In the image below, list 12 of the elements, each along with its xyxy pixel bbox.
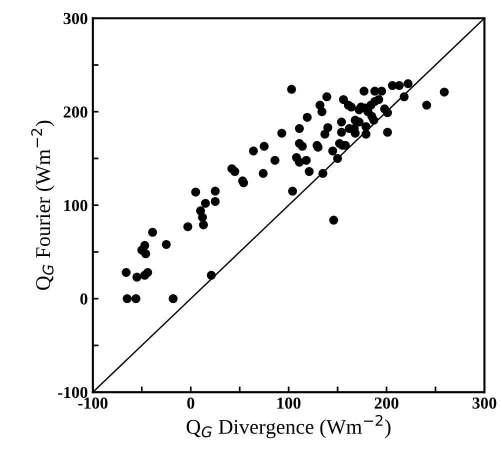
y-tick-label: 200 [64, 106, 88, 118]
x-tick-label: 300 [472, 398, 496, 409]
y-tick-label: 0 [80, 293, 88, 305]
x-axis-title: Q$_{G}$ Divergence (Wm$^{−2}$) [186, 414, 390, 438]
y-axis-title: Q$_{G}$ Fourier (Wm$^{−2}$) [31, 120, 54, 290]
x-tick-label: 0 [187, 398, 194, 409]
x-tick-label: 200 [374, 398, 398, 409]
y-tick-label: 100 [64, 200, 88, 212]
x-tick-label: -100 [78, 398, 108, 409]
y-tick-label: -100 [58, 386, 88, 398]
x-tick-label: 100 [277, 398, 301, 409]
y-tick-label: 300 [64, 12, 88, 24]
